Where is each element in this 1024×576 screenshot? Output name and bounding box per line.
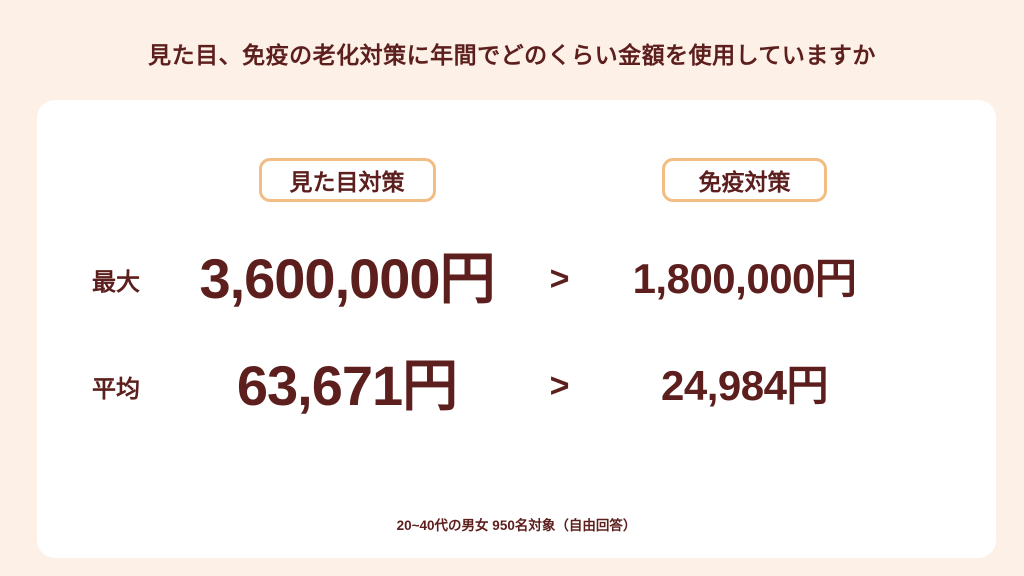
greater-than-icon: > [549, 260, 570, 298]
badge-immunity-column: 免疫対策 [662, 158, 827, 202]
greater-than-icon: > [549, 367, 570, 405]
value-immunity-average: 24,984円 [661, 362, 828, 409]
value-immunity-maximum: 1,800,000円 [632, 255, 857, 302]
value-appearance-average: 63,671円 [236, 354, 458, 417]
comparison-card: 見た目対策 免疫対策 最大 3,600,000円 > 1,800,000円 平 [37, 100, 996, 558]
row-average: 平均 63,671円 > 24,984円 [92, 355, 996, 417]
row-label-maximum: 最大 [92, 268, 140, 296]
badge-appearance-column: 見た目対策 [258, 158, 436, 202]
column-header-row: 見た目対策 免疫対策 [92, 158, 996, 202]
row-label-average: 平均 [92, 375, 140, 403]
value-appearance-maximum: 3,600,000円 [199, 247, 495, 310]
row-maximum: 最大 3,600,000円 > 1,800,000円 [92, 248, 996, 310]
survey-note: 20~40代の男女 950名対象（自由回答） [396, 518, 637, 533]
page-title: 見た目、免疫の老化対策に年間でどのくらい金額を使用していますか [148, 42, 876, 68]
